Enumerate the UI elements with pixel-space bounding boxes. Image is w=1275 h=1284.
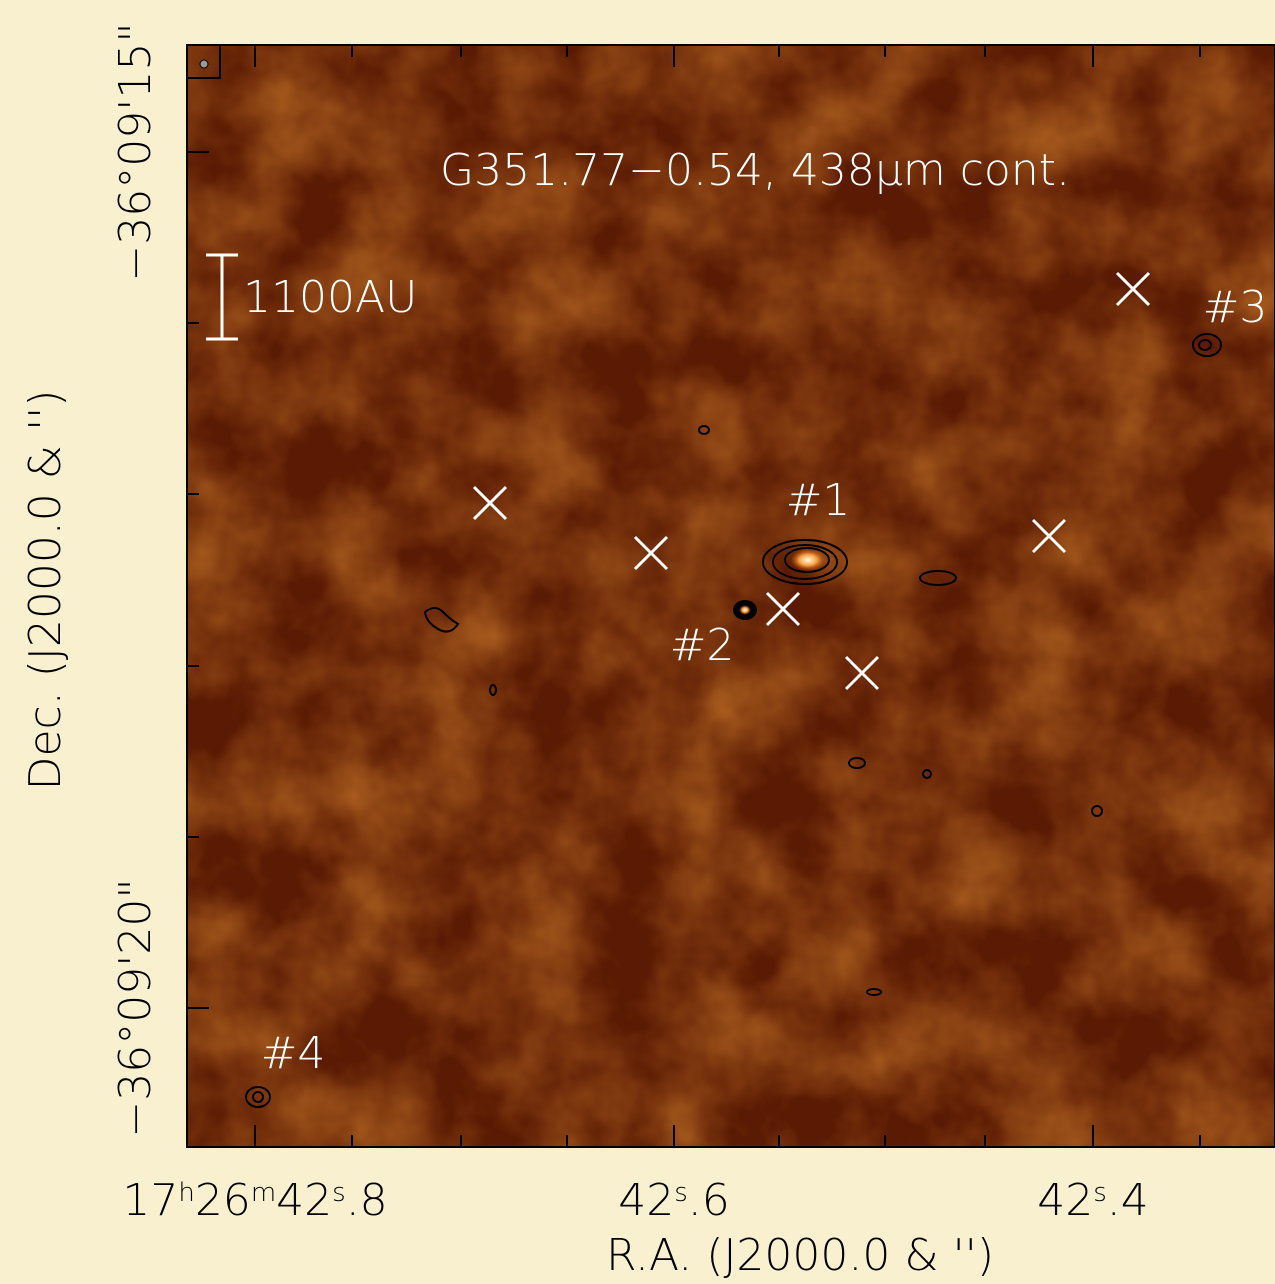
y-tick-label: −36°09'20" (110, 878, 161, 1137)
source-label: #1 (786, 475, 851, 526)
source-label: #2 (670, 620, 735, 671)
tick-part: .4 (1107, 1175, 1149, 1226)
x-tick-label: 42s.6 (618, 1175, 730, 1226)
tick-part: s (1093, 1178, 1107, 1208)
x-tick-label: 42s.4 (1037, 1175, 1149, 1226)
y-tick-label: −36°09'15" (110, 22, 161, 281)
tick-part: s (674, 1178, 688, 1208)
tick-part: 42 (618, 1175, 674, 1226)
tick-part: h (178, 1178, 194, 1208)
tick-part: 26 (195, 1175, 251, 1226)
tick-part: m (251, 1178, 276, 1208)
tick-part: s (332, 1178, 346, 1208)
figure: G351.77−0.54, 438μm cont. 1100AU #1 #2 #3 #4 R… (0, 0, 1275, 1284)
x-tick-label: 17h26m42s.8 (122, 1175, 387, 1226)
tick-part: .6 (688, 1175, 730, 1226)
title: G351.77−0.54, 438μm cont. (440, 145, 1070, 196)
x-axis-label: R.A. (J2000.0 & '') (606, 1230, 994, 1281)
y-axis-label: Dec. (J2000.0 & '') (20, 390, 71, 791)
source-label: #4 (261, 1028, 326, 1079)
tick-part: 42 (1037, 1175, 1093, 1226)
tick-part: 42 (276, 1175, 332, 1226)
source-label: #3 (1203, 282, 1268, 333)
tick-part: .8 (346, 1175, 388, 1226)
tick-part: 17 (122, 1175, 178, 1226)
map (187, 45, 1275, 1147)
scale-label: 1100AU (243, 272, 417, 323)
